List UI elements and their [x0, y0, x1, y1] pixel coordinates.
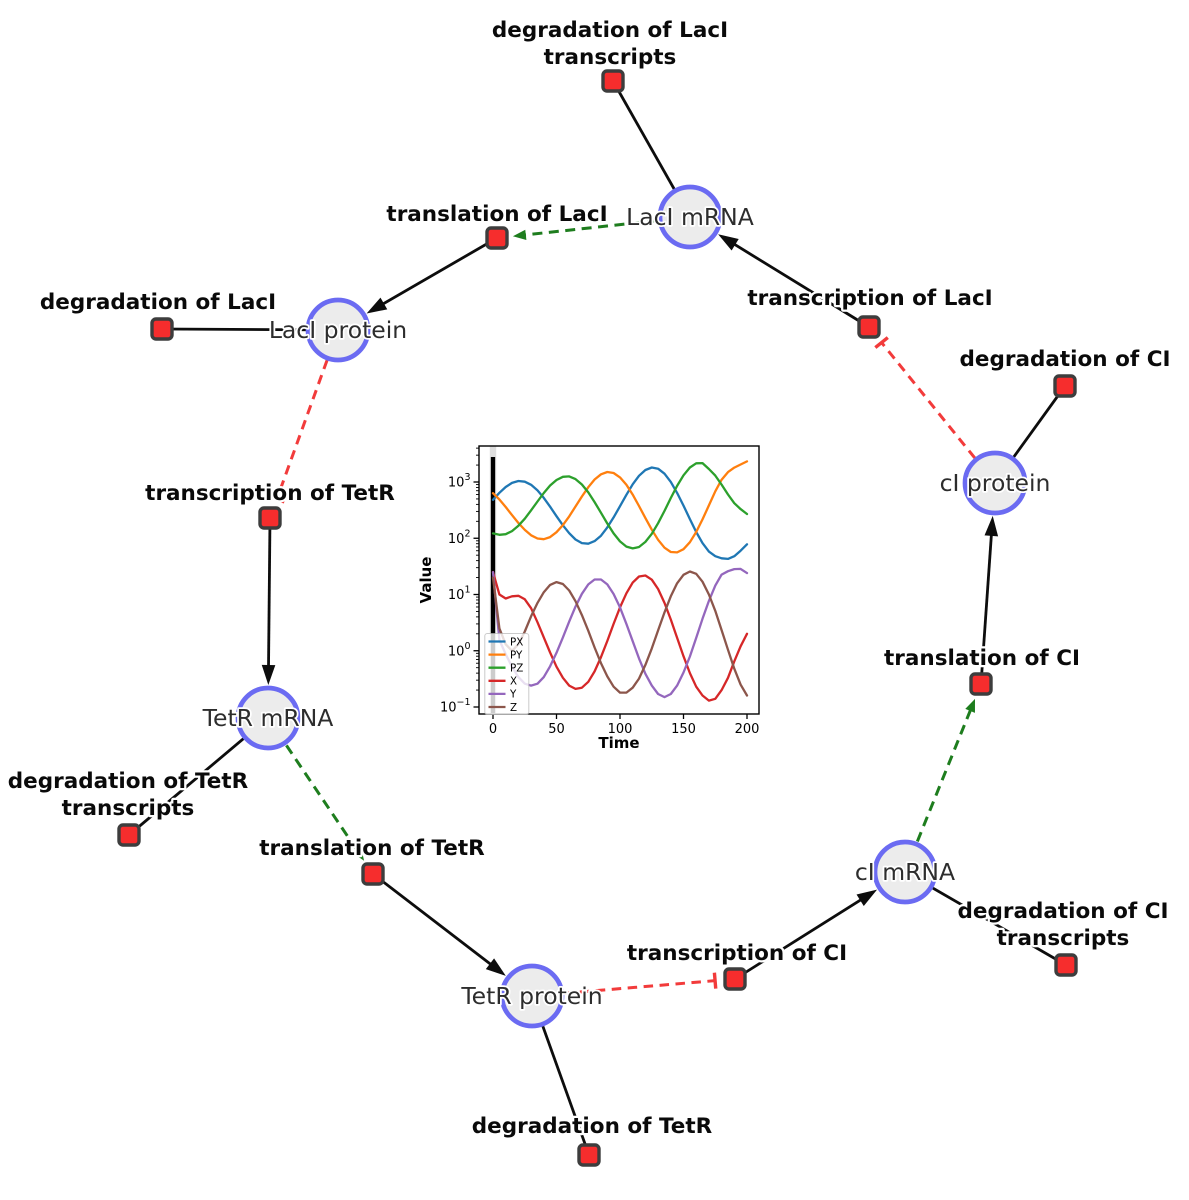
- edge-laci-mrna--translation-of-laci-modifier: [523, 215, 691, 237]
- y-tick-label: 103: [448, 472, 471, 491]
- nodes-layer: [117, 69, 1078, 1167]
- reaction-label-translation-of-laci: translation of LacI: [386, 202, 607, 227]
- edge-translation-of-laci--laci-protein-arrow: [377, 236, 498, 308]
- reaction-label-degradation-of-tetr-transcripts-line1: degradation of TetR: [8, 769, 249, 794]
- species-node-ci-mrna: [872, 839, 938, 905]
- reaction-node-translation-of-ci: [969, 672, 993, 696]
- edge-transcription-of-ci--ci-mrna-arrow-arrowhead: [856, 889, 878, 906]
- x-tick-label: 50: [548, 722, 565, 737]
- reaction-label-translation-of-tetr: translation of TetR: [259, 836, 485, 861]
- reaction-node-degradation-of-tetr-transcripts: [117, 823, 141, 847]
- legend-label-py: PY: [510, 649, 523, 661]
- reaction-label-degradation-of-tetr-transcripts-line2: transcripts: [62, 796, 195, 821]
- edge-transcription-of-tetr--tetr-mrna-arrow-arrowhead: [261, 664, 276, 686]
- edge-translation-of-ci--ci-protein-arrow-arrowhead: [984, 515, 999, 537]
- reaction-node-translation-of-laci: [485, 226, 509, 250]
- edge-translation-of-tetr--tetr-protein-arrow-arrowhead: [485, 958, 506, 976]
- legend-label-px: PX: [510, 636, 523, 648]
- edge-transcription-of-ci--ci-mrna-arrow: [734, 895, 866, 981]
- edge-transcription-of-laci--laci-mrna-arrow-arrowhead: [718, 234, 739, 251]
- reaction-label-translation-of-ci: translation of CI: [884, 646, 1080, 671]
- species-label-laci-mrna: LacI mRNA: [626, 203, 754, 231]
- labels-layer: LacI mRNA LacI protein TetR mRNA TetR prote…: [6, 16, 1173, 1142]
- edge-ci-protein--transcription-of-laci-inhibition: [880, 341, 997, 484]
- y-tick-label: 101: [448, 585, 471, 604]
- reaction-label-degradation-of-ci-transcripts-line1: degradation of CI: [958, 899, 1169, 924]
- edge-tetr-mrna--translation-of-tetr-modifier-arrowhead: [352, 847, 365, 861]
- x-tick-label: 150: [671, 722, 696, 737]
- y-tick-label: 10−1: [440, 697, 471, 716]
- reaction-node-degradation-of-laci-transcripts: [601, 69, 625, 93]
- x-axis-label: Time: [598, 734, 639, 752]
- reaction-node-degradation-of-ci-transcripts: [1054, 953, 1078, 977]
- reaction-label-degradation-of-ci: degradation of CI: [960, 347, 1171, 372]
- reaction-node-degradation-of-laci: [150, 317, 174, 341]
- reaction-label-degradation-of-laci: degradation of LacI: [40, 290, 276, 315]
- species-node-tetr-mrna: [235, 685, 301, 751]
- edge-laci-mrna--translation-of-laci-modifier-arrowhead: [512, 229, 527, 241]
- species-label-ci-protein: cI protein: [940, 469, 1051, 497]
- reaction-node-transcription-of-tetr: [258, 506, 282, 530]
- reaction-label-transcription-of-laci: transcription of LacI: [747, 286, 992, 311]
- reaction-label-degradation-of-laci-transcripts-line2: transcripts: [544, 45, 677, 70]
- species-node-laci-protein: [305, 297, 371, 363]
- reaction-node-transcription-of-ci: [723, 967, 747, 991]
- species-label-tetr-protein: TetR protein: [460, 982, 602, 1010]
- chart-series-px: [491, 466, 749, 561]
- x-tick-label: 100: [608, 722, 633, 737]
- edge-transcription-of-laci--laci-mrna-arrow: [729, 240, 870, 329]
- edge-translation-of-ci--ci-protein-arrow: [979, 529, 994, 685]
- species-label-tetr-mrna: TetR mRNA: [202, 704, 334, 732]
- x-tick-label: 0: [489, 722, 497, 737]
- species-node-laci-mrna: [657, 184, 723, 250]
- edge-ci-mrna--translation-of-ci-modifier: [903, 708, 973, 873]
- inset-chart: 0 50 100 150 20010−1100101102103TimeValuePXP…: [417, 445, 760, 752]
- species-label-ci-mrna: cI mRNA: [855, 858, 955, 886]
- legend-label-z: Z: [510, 702, 517, 714]
- reaction-node-transcription-of-laci: [857, 315, 881, 339]
- edge-transcription-of-tetr--tetr-mrna-arrow: [267, 517, 272, 672]
- reaction-node-degradation-of-ci: [1053, 374, 1077, 398]
- species-node-tetr-protein: [499, 963, 565, 1029]
- legend-label-y: Y: [509, 689, 517, 701]
- edge-tetr-protein--transcription-of-ci-inhibition-tee: [712, 972, 718, 989]
- species-node-ci-protein: [962, 450, 1028, 516]
- chart-frame: [478, 445, 760, 715]
- reaction-label-degradation-of-laci-transcripts-line1: degradation of LacI: [492, 18, 728, 43]
- edge-laci-protein--transcription-of-tetr-inhibition-tee: [268, 494, 285, 504]
- reaction-label-transcription-of-ci: transcription of CI: [627, 941, 847, 966]
- edge-tetr-protein--transcription-of-ci-inhibition: [531, 979, 716, 998]
- edge-translation-of-tetr--tetr-protein-arrow: [372, 872, 496, 969]
- reaction-node-translation-of-tetr: [361, 862, 385, 886]
- edge-tetr-mrna--translation-of-tetr-modifier: [266, 717, 360, 853]
- legend-label-x: X: [510, 676, 517, 688]
- edge-translation-of-laci--laci-protein-arrow-arrowhead: [366, 297, 388, 314]
- species-label-laci-protein: LacI protein: [269, 316, 407, 344]
- chart-series-y: [491, 567, 749, 699]
- legend-label-pz: PZ: [510, 663, 523, 675]
- edges-layer: [128, 80, 1067, 1156]
- edge-laci-protein--transcription-of-tetr-inhibition: [275, 329, 340, 500]
- reaction-label-degradation-of-ci-transcripts-line2: transcripts: [997, 926, 1130, 951]
- chart-series-py: [491, 460, 749, 554]
- reaction-label-transcription-of-tetr: transcription of TetR: [145, 481, 395, 506]
- reaction-label-degradation-of-tetr: degradation of TetR: [472, 1114, 713, 1139]
- edge-ci-protein--transcription-of-laci-inhibition-tee: [874, 336, 889, 349]
- edge-ci-mrna--translation-of-ci-modifier-arrowhead: [965, 698, 976, 713]
- y-tick-label: 102: [448, 528, 471, 547]
- y-tick-label: 100: [448, 641, 471, 660]
- x-tick-label: 200: [735, 722, 760, 737]
- y-axis-label: Value: [417, 557, 435, 604]
- chart-series-z: [491, 570, 749, 697]
- chart-series-pz: [491, 461, 749, 550]
- reaction-node-degradation-of-tetr: [577, 1143, 601, 1167]
